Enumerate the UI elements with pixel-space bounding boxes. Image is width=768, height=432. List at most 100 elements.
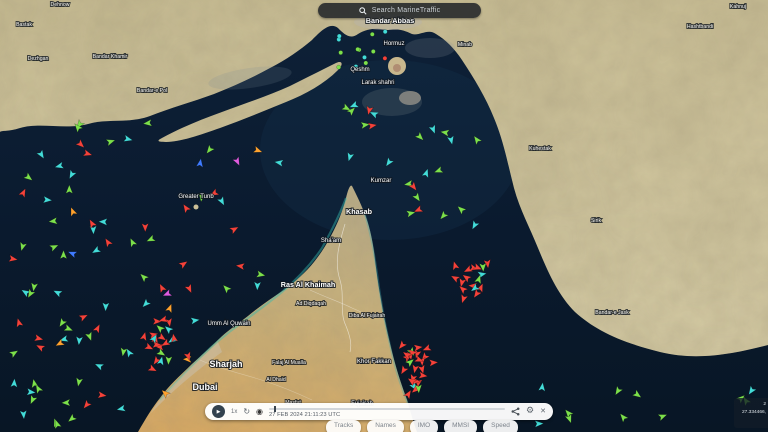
vessel-marker[interactable] [404,357,416,368]
vessel-marker[interactable] [162,288,173,299]
vessel-marker[interactable] [97,218,108,226]
vessel-marker[interactable] [411,191,422,203]
vessel-marker[interactable] [451,260,461,271]
vessel-marker[interactable] [155,347,167,358]
vessel-marker[interactable] [142,118,153,127]
vessel-marker[interactable] [462,264,474,275]
vessel-marker[interactable] [405,209,416,219]
vessel-marker[interactable] [469,282,481,293]
vessel-marker[interactable] [469,219,481,231]
vessel-marker[interactable] [8,348,20,359]
vessel-marker[interactable] [563,407,575,419]
filter-pill-names[interactable]: Names [367,420,404,432]
vessel-marker[interactable] [170,332,179,344]
search-bar[interactable]: Search MarineTraffic [318,3,481,18]
vessel-marker[interactable] [367,121,378,131]
vessel-marker[interactable] [160,337,172,349]
vessel-marker[interactable] [235,262,246,271]
vessel-marker[interactable] [473,274,483,285]
vessel-marker[interactable] [82,148,93,158]
vessel-marker[interactable] [67,249,78,259]
vessel-marker[interactable] [74,138,87,150]
vessel-marker[interactable] [47,216,59,225]
vessel-marker[interactable] [63,323,74,333]
vessel-marker[interactable] [164,355,173,366]
vessel-marker[interactable] [35,148,46,161]
vessel-marker[interactable] [66,413,78,425]
vessel-marker[interactable] [273,159,284,168]
vessel-marker[interactable] [413,204,424,215]
vessel-marker[interactable] [406,376,418,387]
vessel-marker[interactable] [537,381,546,392]
vessel-marker[interactable] [407,180,420,193]
vessel-marker[interactable] [68,206,79,218]
vessel-marker[interactable] [101,302,110,312]
vessel-marker[interactable] [231,155,243,167]
vessel-marker[interactable] [461,272,473,284]
vessel-marker[interactable] [90,245,102,256]
vessel-marker[interactable] [58,334,70,344]
vessel-marker[interactable] [181,202,192,214]
vessel-marker[interactable] [139,331,149,342]
filter-pill-mmsi[interactable]: MMSI [444,420,478,432]
vessel-marker[interactable] [657,412,668,422]
vessel-marker[interactable] [75,335,84,346]
vessel-marker[interactable] [164,303,174,314]
vessel-marker[interactable] [163,324,175,336]
vessel-marker[interactable] [382,29,388,35]
vessel-marker[interactable] [402,388,413,400]
vessel-marker[interactable] [102,237,114,249]
vessel-marker[interactable] [353,64,359,69]
vessel-marker[interactable] [253,281,262,292]
vessel-marker[interactable] [105,137,116,147]
vessel-marker[interactable] [89,225,97,236]
vessel-marker[interactable] [398,364,410,376]
vessel-marker[interactable] [75,376,84,388]
vessel-marker[interactable] [190,316,201,325]
vessel-marker[interactable] [365,105,375,116]
filter-pill-imo[interactable]: IMO [409,420,439,432]
vessel-marker[interactable] [618,411,629,424]
vessel-marker[interactable] [66,168,78,181]
vessel-marker[interactable] [60,398,71,407]
vessel-marker[interactable] [122,134,134,144]
vessel-marker[interactable] [411,363,420,375]
vessel-marker[interactable] [369,31,375,37]
vessel-marker[interactable] [455,204,467,216]
vessel-marker[interactable] [216,195,227,207]
vessel-marker[interactable] [8,254,19,263]
vessel-marker[interactable] [33,383,44,395]
settings-gear-icon[interactable]: ⚙ [526,406,535,416]
vessel-marker[interactable] [30,282,39,293]
vessel-marker[interactable] [48,242,60,253]
vessel-marker[interactable] [631,389,643,400]
vessel-marker[interactable] [59,249,68,260]
vessel-marker[interactable] [252,145,263,155]
vessel-marker[interactable] [22,171,35,183]
vessel-marker[interactable] [348,100,360,111]
vessel-marker[interactable] [159,388,172,400]
vessel-marker[interactable] [158,314,169,324]
vessel-marker[interactable] [417,364,427,375]
vessel-marker[interactable] [471,288,483,300]
vessel-marker[interactable] [439,128,450,138]
vessel-marker[interactable] [338,50,344,55]
vessel-marker[interactable] [154,323,166,335]
vessel-marker[interactable] [138,271,150,283]
vessel-marker[interactable] [363,60,369,66]
vessel-marker[interactable] [33,333,44,343]
vessel-marker[interactable] [208,187,220,199]
vessel-marker[interactable] [184,283,195,295]
vessel-marker[interactable] [396,339,408,351]
vessel-marker[interactable] [446,135,456,146]
vessel-marker[interactable] [183,350,193,362]
vessel-marker[interactable] [428,359,439,367]
vessel-marker[interactable] [65,184,74,194]
vessel-marker[interactable] [438,209,450,222]
vessel-marker[interactable] [157,282,168,294]
vessel-marker[interactable] [148,333,159,345]
vessel-marker[interactable] [336,33,342,39]
vessel-marker[interactable] [17,187,29,199]
vessel-marker[interactable] [401,349,413,361]
